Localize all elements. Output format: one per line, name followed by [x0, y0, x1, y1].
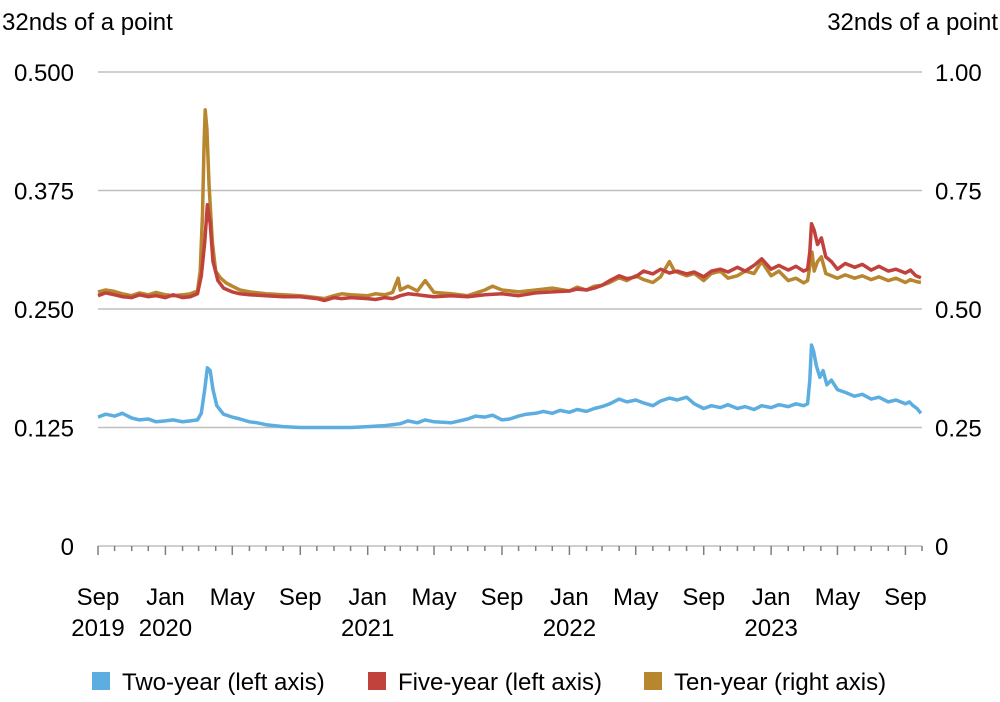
left-axis-tick-label: 0.250	[14, 297, 74, 324]
right-axis-unit-label: 32nds of a point	[827, 9, 998, 36]
x-axis-tick-month: Jan	[550, 584, 589, 611]
right-axis-tick-label: 1.00	[935, 60, 982, 87]
right-axis-tick-label: 0.25	[935, 416, 982, 443]
left-axis-tick-label: 0.500	[14, 60, 74, 87]
x-axis-tick-month: Jan	[348, 584, 387, 611]
series-line-ten-year	[97, 108, 922, 301]
x-axis-tick-month: May	[613, 584, 658, 611]
x-axis-tick-year: 2022	[543, 615, 596, 642]
legend: Two-year (left axis) Five-year (left axis…	[92, 669, 886, 696]
x-axis-tick-year: 2023	[744, 615, 797, 642]
gridlines	[98, 71, 922, 429]
legend-swatch	[644, 672, 662, 690]
x-axis-tick-month: Sep	[884, 584, 927, 611]
right-axis-tick-label: 0.50	[935, 297, 982, 324]
x-axis-tick-month: May	[815, 584, 860, 611]
left-axis-tick-label: 0	[61, 534, 74, 561]
legend-label: Two-year (left axis)	[122, 669, 325, 696]
legend-label: Ten-year (right axis)	[674, 669, 886, 696]
series-line-two-year	[97, 343, 923, 430]
x-axis-tick-month: Jan	[752, 584, 791, 611]
series-lines	[97, 108, 923, 430]
legend-swatch	[92, 672, 110, 690]
x-axis-tick-year: 2019	[71, 615, 124, 642]
x-axis-tick-year: 2020	[139, 615, 192, 642]
series-line-five-year	[97, 202, 922, 303]
legend-label: Five-year (left axis)	[398, 669, 602, 696]
x-axis: Sep 2019 Jan 2020 May Sep Jan 2021 May Sep Jan 2022…	[71, 545, 927, 642]
right-axis-tick-label: 0.75	[935, 179, 982, 206]
x-axis-tick-month: Jan	[146, 584, 185, 611]
x-axis-tick-month: Sep	[77, 584, 120, 611]
x-axis-tick-month: Sep	[682, 584, 725, 611]
right-axis-tick-label: 0	[935, 534, 948, 561]
legend-swatch	[368, 672, 386, 690]
left-axis-unit-label: 32nds of a point	[2, 9, 173, 36]
x-axis-tick-month: May	[210, 584, 255, 611]
x-axis-tick-month: May	[411, 584, 456, 611]
x-axis-tick-month: Sep	[481, 584, 524, 611]
x-axis-tick-year: 2021	[341, 615, 394, 642]
x-axis-tick-month: Sep	[279, 584, 322, 611]
left-axis-tick-label: 0.375	[14, 179, 74, 206]
left-axis-ticks: 0 0.125 0.250 0.375 0.500	[14, 60, 74, 561]
left-axis-tick-label: 0.125	[14, 416, 74, 443]
right-axis-ticks: 0 0.25 0.50 0.75 1.00	[935, 60, 982, 561]
